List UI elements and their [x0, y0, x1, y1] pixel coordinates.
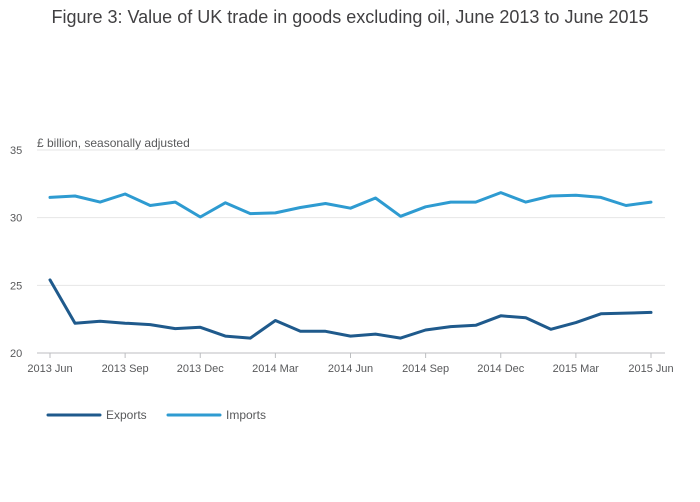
chart-title: Figure 3: Value of UK trade in goods exc…: [51, 7, 649, 27]
x-tick-label: 2015 Jun: [628, 363, 673, 375]
legend: Exports Imports: [46, 408, 266, 422]
y-tick-label: 25: [10, 280, 22, 292]
y-axis-unit-label: £ billion, seasonally adjusted: [37, 136, 190, 150]
x-tick-label: 2013 Dec: [177, 363, 225, 375]
y-axis-ticks: 20 25 30 35: [10, 145, 22, 360]
series-line-exports: [48, 278, 653, 340]
series-lines: [48, 191, 653, 340]
series-line-imports: [48, 191, 653, 219]
y-tick-label: 35: [10, 145, 22, 157]
y-tick-label: 30: [10, 213, 22, 225]
x-tick-label: 2014 Jun: [328, 363, 373, 375]
y-tick-label: 20: [10, 348, 22, 360]
x-tick-label: 2014 Sep: [402, 363, 449, 375]
x-tick-label: 2014 Dec: [477, 363, 525, 375]
x-tick-label: 2015 Mar: [553, 363, 600, 375]
legend-label-exports: Exports: [106, 408, 147, 422]
x-tick-label: 2013 Sep: [102, 363, 149, 375]
legend-label-imports: Imports: [226, 408, 266, 422]
x-tick-label: 2014 Mar: [252, 363, 299, 375]
grid-lines: [37, 149, 665, 286]
x-tick-label: 2013 Jun: [27, 363, 72, 375]
x-axis: 2013 Jun 2013 Sep 2013 Dec 2014 Mar 2014 Jun…: [27, 352, 674, 375]
